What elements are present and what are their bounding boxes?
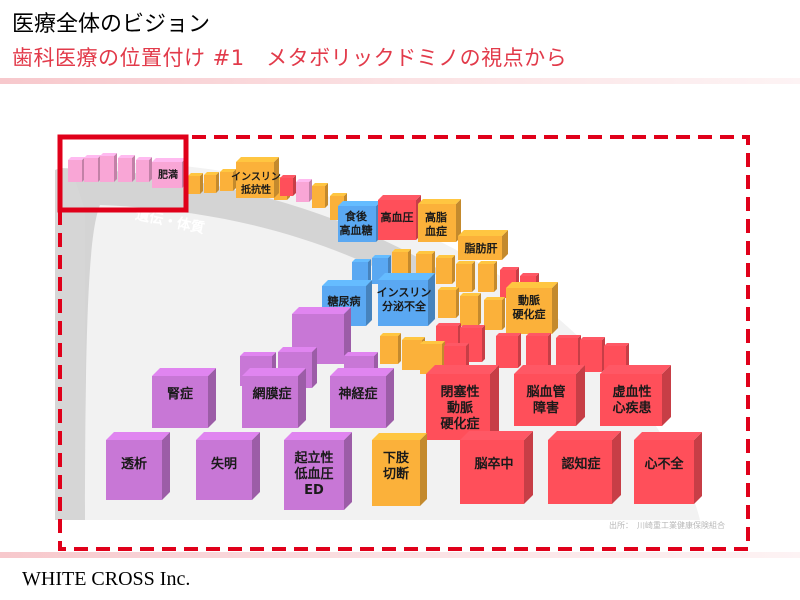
domino-piece: [456, 261, 475, 292]
label-postprandial-2: 高血糖: [340, 223, 373, 237]
domino-piece: [118, 155, 135, 182]
domino-ischemic: [600, 365, 671, 426]
domino-piece: [136, 157, 152, 182]
domino-hypertension: [378, 195, 421, 240]
domino-piece: [188, 173, 203, 194]
label-ischemic-2: 心疾患: [612, 400, 651, 416]
domino-piece: [100, 153, 117, 182]
label-hyperlipidemia-2: 血症: [425, 224, 447, 238]
domino-piece: [478, 261, 497, 292]
domino-piece: [436, 255, 455, 284]
label-orthostatic-1: 起立性: [293, 450, 333, 466]
label-orthostatic-2: 低血圧: [293, 466, 333, 482]
domino-orthostatic-ed: [284, 432, 352, 510]
domino-piece: [204, 172, 219, 193]
domino-hyperlipidemia: [418, 199, 461, 242]
heredity-band: [55, 168, 440, 520]
domino-piece: [526, 333, 551, 368]
label-arteriosclerosis-2: 硬化症: [513, 307, 546, 321]
domino-piece: [438, 287, 459, 318]
domino-piece: [484, 297, 505, 330]
label-insulin-resistance-1: インスリン: [231, 171, 281, 183]
domino-obliterative: [426, 365, 499, 440]
domino-fatty-liver: [458, 230, 508, 260]
domino-dementia: [548, 431, 621, 504]
domino-insulin-deficiency: [378, 273, 435, 326]
label-orthostatic-3: ED: [304, 483, 324, 498]
label-obliterative-3: 硬化症: [440, 416, 479, 432]
label-heart-failure: 心不全: [644, 456, 684, 472]
domino-heart-failure: [634, 432, 702, 504]
header-divider: [0, 78, 800, 84]
label-obesity: 肥満: [158, 168, 178, 181]
domino-nephropathy: [152, 368, 216, 428]
label-obliterative-2: 動脈: [447, 400, 473, 416]
label-diabetes: 糖尿病: [328, 294, 361, 308]
domino-pieces: [68, 153, 702, 510]
domino-piece: [220, 169, 236, 191]
page-title: 医療全体のビジョン: [12, 12, 211, 37]
domino-piece: [68, 157, 85, 182]
label-cerebrovascular-2: 障害: [533, 400, 559, 416]
domino-obesity: [152, 158, 186, 188]
domino-piece: [556, 335, 581, 370]
label-hypertension: 高血圧: [381, 210, 414, 224]
domino-piece: [84, 155, 101, 182]
domino-retinopathy: [242, 368, 306, 428]
label-postprandial-1: 食後: [345, 209, 368, 223]
domino-insulin-resistance: [236, 157, 279, 198]
domino-piece: [380, 333, 401, 364]
domino-piece: [280, 175, 296, 196]
label-dialysis: 透析: [121, 456, 147, 472]
page-subtitle: 歯科医療の位置付け #1 メタボリックドミノの視点から: [12, 46, 568, 70]
label-cerebrovascular-1: 脳血管: [526, 384, 565, 400]
domino-piece: [460, 293, 481, 326]
label-stroke: 脳卒中: [474, 456, 513, 472]
footer-divider: [0, 552, 800, 558]
company-name: WHITE CROSS Inc.: [22, 568, 191, 590]
label-neuropathy: 神経症: [338, 386, 377, 402]
domino-piece: [312, 183, 328, 208]
domino-stroke: [460, 431, 533, 504]
domino-piece: [296, 179, 312, 202]
label-dementia: 認知症: [561, 456, 600, 472]
label-obliterative-1: 閉塞性: [440, 384, 479, 400]
label-insulin-deficiency-1: インスリン: [377, 286, 432, 299]
dashed-highlight-frame: [58, 135, 750, 551]
domino-amputation: [372, 433, 427, 506]
label-fatty-liver: 脂肪肝: [464, 241, 498, 255]
label-hyperlipidemia-1: 高脂: [425, 210, 447, 224]
label-nephropathy: 腎症: [167, 386, 193, 402]
label-retinopathy: 網膜症: [252, 386, 291, 402]
domino-neuropathy: [330, 368, 394, 428]
domino-dialysis: [106, 432, 170, 500]
domino-piece: [580, 337, 605, 372]
source-credit: 出所： 川崎重工業健康保険組合: [609, 520, 725, 530]
label-insulin-deficiency-2: 分泌不全: [382, 299, 427, 313]
disease-labels: 肥満 インスリン 抵抗性 食後 高血糖 高血圧 高脂 血症 脂肪肝 糖尿病 イン…: [121, 168, 685, 498]
domino-cerebrovascular: [514, 365, 585, 426]
label-blindness: 失明: [211, 456, 237, 472]
label-insulin-resistance-2: 抵抗性: [241, 183, 271, 196]
domino-blindness: [196, 432, 260, 500]
label-amputation-2: 切断: [383, 466, 409, 482]
label-arteriosclerosis-1: 動脈: [518, 293, 540, 307]
label-amputation-1: 下肢: [383, 450, 410, 466]
label-ischemic-1: 虚血性: [612, 384, 651, 400]
domino-arteriosclerosis: [506, 282, 558, 334]
domino-piece: [496, 333, 521, 368]
